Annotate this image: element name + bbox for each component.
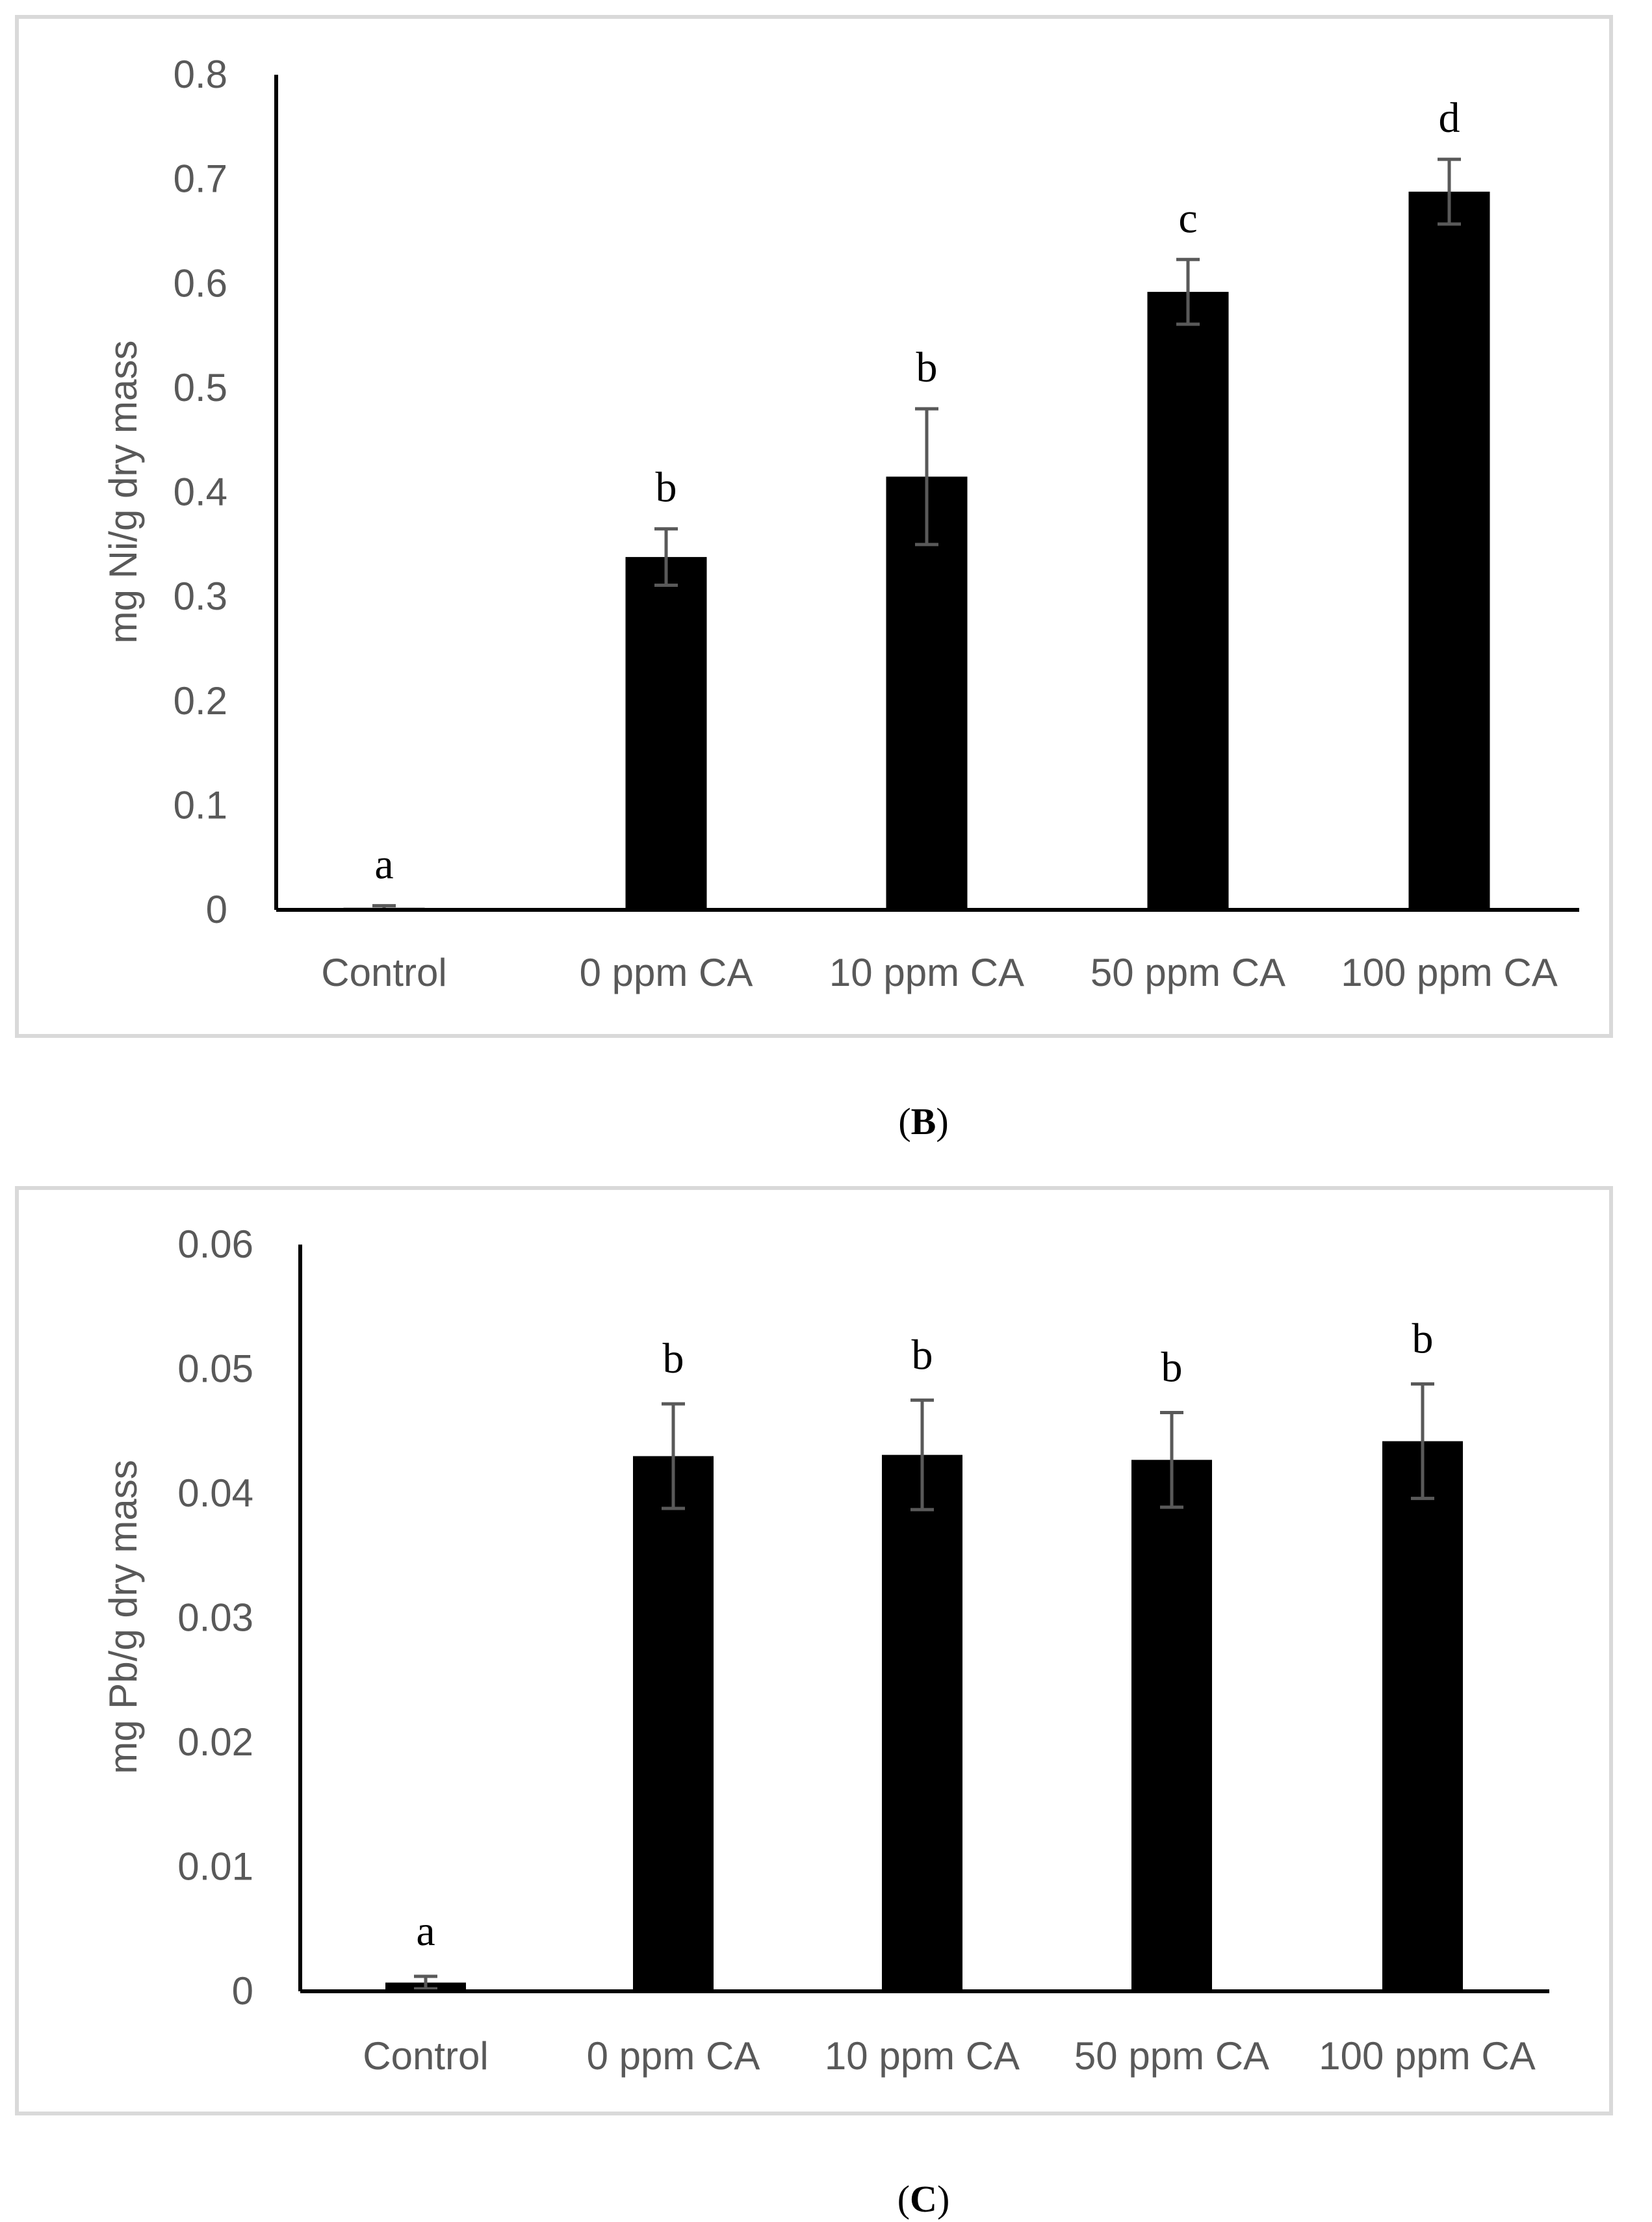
y-axis-label: mg Pb/g dry mass <box>101 1460 145 1774</box>
bar-5 <box>1408 191 1490 910</box>
significance-letter: b <box>656 464 677 511</box>
x-tick-label: 0 ppm CA <box>580 951 753 994</box>
y-tick-label: 0.6 <box>174 261 227 305</box>
x-tick-label: 10 ppm CA <box>825 2034 1020 2078</box>
bar-4 <box>1147 292 1229 911</box>
significance-letter: b <box>663 1335 684 1382</box>
error-bar-4 <box>1176 257 1200 326</box>
panel-b-caption: (B) <box>898 1100 948 1143</box>
y-tick-label: 0.04 <box>177 1471 253 1515</box>
error-bar-1 <box>414 1974 437 1991</box>
panel-c-caption: (C) <box>897 2178 950 2220</box>
x-tick-label: 0 ppm CA <box>587 2034 760 2078</box>
y-tick-label: 0.02 <box>177 1720 253 1764</box>
bar-2 <box>625 557 707 910</box>
y-tick-labels: 0 0.1 0.2 0.3 0.4 0.5 0.6 0.7 0.8 <box>174 53 227 931</box>
significance-letter: c <box>1178 194 1197 242</box>
y-axis-label: mg Ni/g dry mass <box>101 341 145 644</box>
error-bar-4 <box>1160 1411 1183 1509</box>
y-tick-label: 0.2 <box>174 679 227 723</box>
x-tick-labels: Control 0 ppm CA 10 ppm CA 50 ppm CA 100 ppm… <box>363 2034 1535 2078</box>
y-tick-label: 0 <box>232 1969 253 2013</box>
y-tick-label: 0.1 <box>174 783 227 827</box>
bar-3 <box>886 476 968 910</box>
panel-b-chart: 0 0.1 0.2 0.3 0.4 0.5 0.6 0.7 0.8 a b b c d mg Ni/g … <box>15 15 1613 1038</box>
bar-2 <box>633 1456 714 1991</box>
bar-marks: a b b c d <box>343 94 1490 912</box>
bar-4 <box>1131 1460 1212 1991</box>
bar-3 <box>882 1454 962 1991</box>
significance-letter: a <box>416 1907 435 1955</box>
caption-open-paren: ( <box>897 2178 910 2220</box>
significance-letter: b <box>912 1331 933 1378</box>
error-bar-2 <box>662 1402 685 1510</box>
x-tick-label: 100 ppm CA <box>1341 951 1558 994</box>
y-tick-label: 0.06 <box>177 1222 253 1266</box>
error-bar-5 <box>1411 1382 1434 1501</box>
y-tick-label: 0.4 <box>174 471 227 514</box>
error-bar-5 <box>1438 157 1461 226</box>
caption-close-paren: ) <box>936 1100 948 1143</box>
chart-frame <box>15 1186 1613 2115</box>
x-tick-label: Control <box>321 951 446 994</box>
y-tick-label: 0.5 <box>174 366 227 409</box>
chart-frame <box>15 15 1613 1038</box>
y-tick-label: 0.7 <box>174 157 227 201</box>
x-tick-label: 100 ppm CA <box>1319 2034 1536 2078</box>
caption-letter: B <box>911 1100 936 1143</box>
x-tick-label: 10 ppm CA <box>829 951 1024 994</box>
y-tick-labels: 0 0.01 0.02 0.03 0.04 0.05 0.06 <box>177 1222 253 2013</box>
error-bar-2 <box>654 527 678 587</box>
bar-5 <box>1382 1441 1463 1991</box>
y-tick-label: 0.01 <box>177 1845 253 1889</box>
significance-letter: b <box>1412 1315 1434 1362</box>
x-tick-label: Control <box>363 2034 488 2078</box>
error-bar-3 <box>910 1398 934 1512</box>
x-tick-label: 50 ppm CA <box>1074 2034 1269 2078</box>
y-tick-label: 0.8 <box>174 53 227 96</box>
caption-close-paren: ) <box>937 2178 949 2220</box>
significance-letter: b <box>1161 1344 1183 1391</box>
significance-letter: d <box>1439 94 1460 142</box>
x-tick-labels: Control 0 ppm CA 10 ppm CA 50 ppm CA 100 ppm… <box>321 951 1557 994</box>
y-tick-label: 0.05 <box>177 1347 253 1391</box>
y-tick-label: 0.3 <box>174 575 227 618</box>
significance-letter: a <box>374 841 393 888</box>
caption-open-paren: ( <box>898 1100 910 1143</box>
bar-marks: a b b b b <box>385 1315 1463 1991</box>
caption-letter: C <box>910 2178 937 2220</box>
x-tick-label: 50 ppm CA <box>1091 951 1285 994</box>
y-tick-label: 0.03 <box>177 1596 253 1640</box>
significance-letter: b <box>916 344 938 391</box>
y-tick-label: 0 <box>206 888 227 931</box>
panel-c-chart: 0 0.01 0.02 0.03 0.04 0.05 0.06 a b b b b mg Pb/g … <box>15 1186 1613 2115</box>
error-bar-3 <box>915 407 938 547</box>
